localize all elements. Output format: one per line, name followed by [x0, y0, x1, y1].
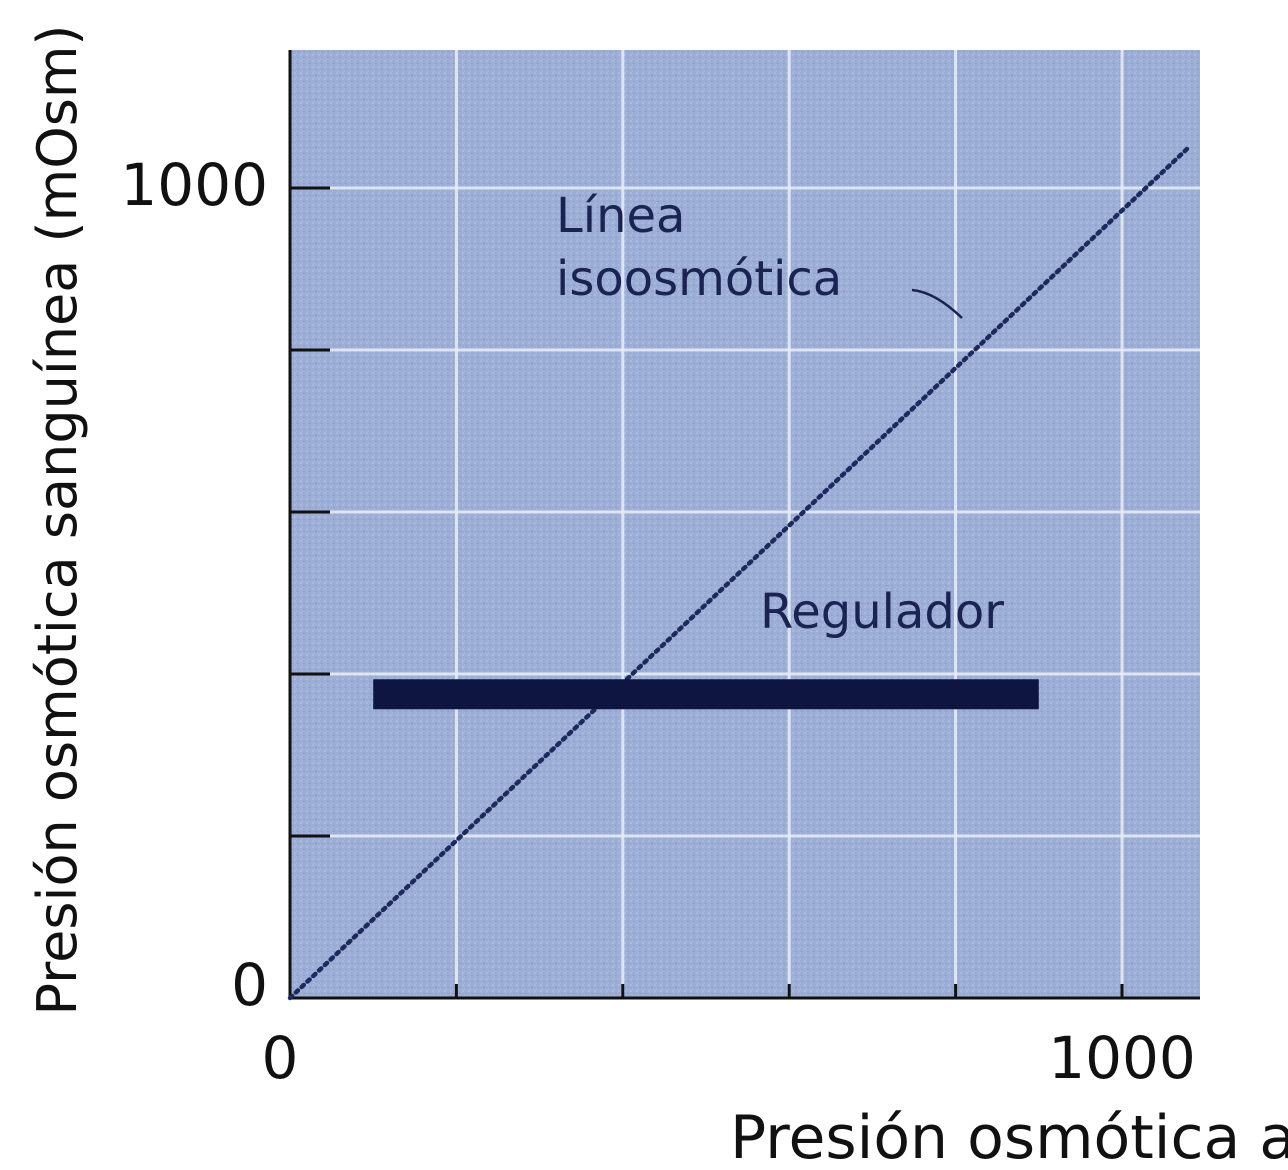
x-tick-label-1000: 1000	[1048, 1024, 1196, 1092]
grid	[290, 50, 1200, 998]
isoosmotic-label-leader	[911, 288, 963, 319]
y-tick-label-1000: 1000	[120, 151, 268, 219]
y-tick-label-0: 0	[231, 951, 268, 1019]
y-axis-title: Presión osmótica sanguínea (mOsm)	[26, 25, 89, 1016]
axis-ticks	[290, 186, 1124, 998]
isoosmotic-line	[287, 145, 1191, 1001]
isoosmotic-label-line2: isoosmótica	[556, 251, 842, 307]
x-tick-label-0: 0	[262, 1024, 299, 1092]
regulator-label: Regulador	[760, 584, 1004, 640]
isoosmotic-label-line1: Línea	[556, 188, 685, 244]
plot-background	[290, 50, 1200, 998]
x-axis-title: Presión osmótica a	[730, 1103, 1288, 1166]
series	[287, 145, 1191, 1001]
